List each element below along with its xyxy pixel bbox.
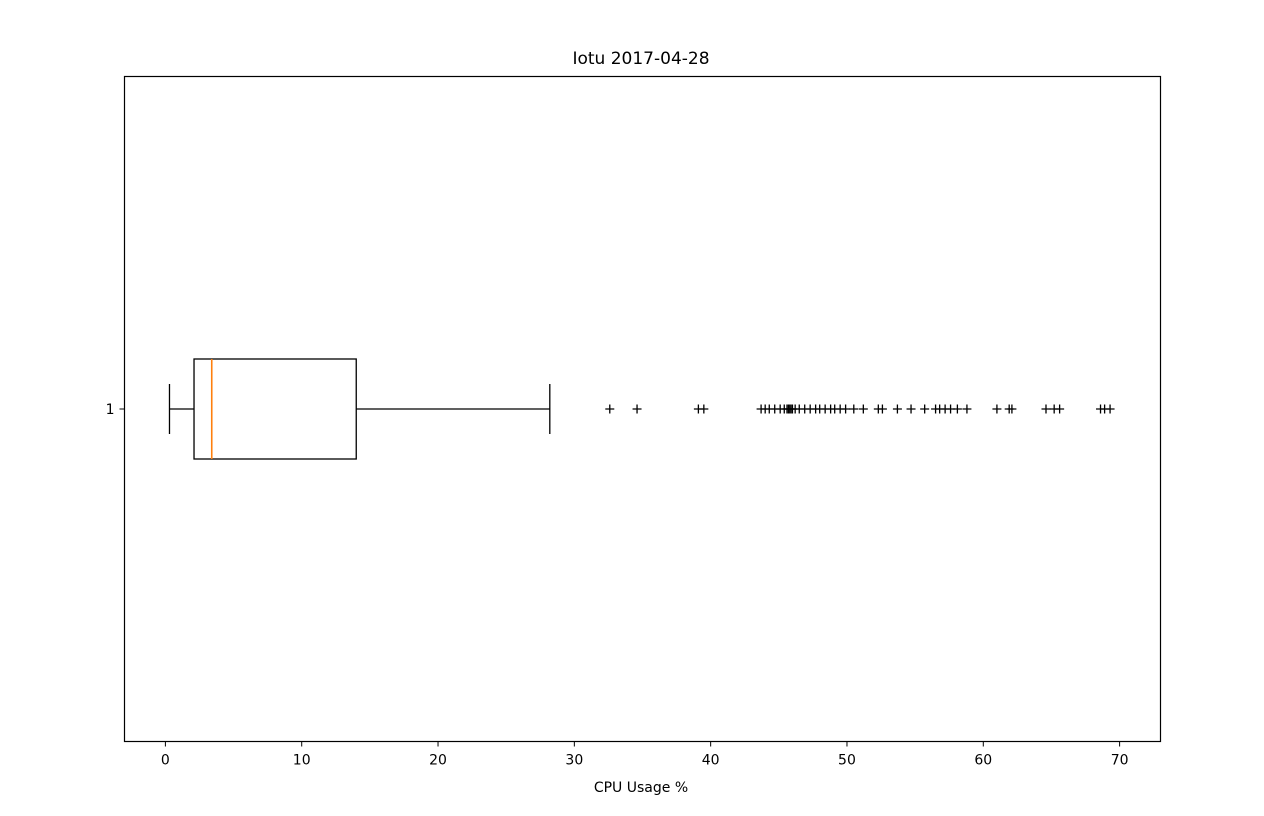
x-tick-label: 60 — [974, 753, 992, 769]
outlier-point — [858, 404, 868, 414]
outlier-point — [1105, 404, 1115, 414]
outlier-point — [877, 404, 887, 414]
x-tick-label: 50 — [838, 753, 856, 769]
outlier-point — [1007, 404, 1017, 414]
chart-title: Iotu 2017-04-28 — [572, 49, 709, 69]
outlier-point — [841, 404, 851, 414]
outlier-point — [992, 404, 1002, 414]
box-series-1 — [168, 358, 1115, 460]
outlier-point — [962, 404, 972, 414]
outlier-point — [699, 404, 709, 414]
boxplot-group — [168, 358, 1115, 460]
outlier-point — [1041, 404, 1051, 414]
x-axis: 0 10 20 30 40 50 60 70 — [161, 741, 1129, 769]
y-axis: 1 — [106, 402, 125, 418]
outlier-point — [920, 404, 930, 414]
outlier-point — [632, 404, 642, 414]
x-tick-label: 30 — [565, 753, 583, 769]
y-tick-label: 1 — [106, 402, 115, 418]
outlier-point — [849, 404, 859, 414]
outlier-point — [952, 404, 962, 414]
x-tick-label: 10 — [293, 753, 311, 769]
x-tick-label: 20 — [429, 753, 447, 769]
interquartile-box — [193, 358, 357, 460]
x-tick-label: 40 — [702, 753, 720, 769]
x-axis-label: CPU Usage % — [594, 780, 688, 796]
x-tick-label: 70 — [1111, 753, 1129, 769]
outlier-point — [605, 404, 615, 414]
outlier-point — [906, 404, 916, 414]
outlier-point — [1055, 404, 1065, 414]
x-tick-label: 0 — [161, 753, 170, 769]
outlier-point — [892, 404, 902, 414]
